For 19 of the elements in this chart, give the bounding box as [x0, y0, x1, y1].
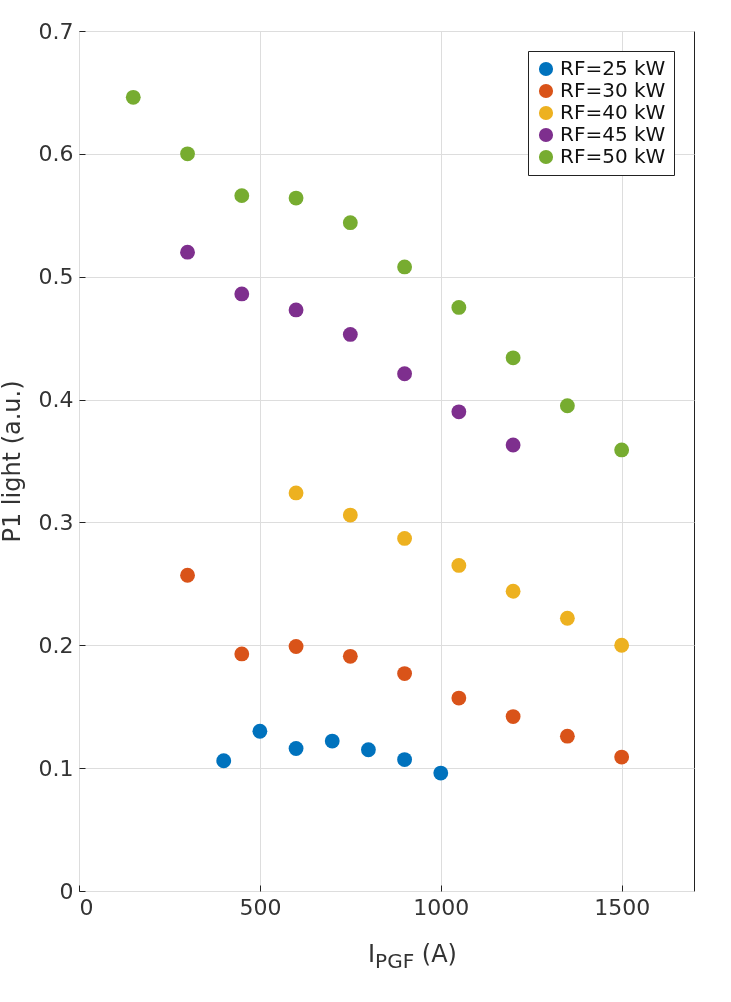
y-tick-label: 0.4 — [38, 387, 74, 413]
y-tick-label: 0.1 — [38, 755, 74, 781]
x-tick-label: 1000 — [413, 894, 470, 920]
y-tick-label: 0.7 — [38, 18, 74, 44]
y-tick-label: 0.3 — [38, 509, 74, 535]
x-tick-label: 1500 — [594, 894, 651, 920]
legend-label: RF=25 kW — [560, 56, 666, 80]
y-tick-label: 0.6 — [38, 141, 74, 167]
y-tick-label: 0 — [59, 878, 74, 904]
x-tick-label: 500 — [239, 894, 282, 920]
y-axis-title: P1 light (a.u.) — [0, 380, 26, 543]
y-tick-label: 0.2 — [38, 632, 74, 658]
legend-label: RF=50 kW — [560, 144, 666, 168]
x-tick-label: 0 — [79, 894, 94, 920]
legend-label: RF=30 kW — [560, 78, 666, 102]
legend-label: RF=40 kW — [560, 100, 666, 124]
x-axis-title: I$_{PGF}$ (A) — [367, 940, 458, 973]
y-tick-label: 0.5 — [38, 264, 74, 290]
legend-label: RF=45 kW — [560, 122, 666, 146]
